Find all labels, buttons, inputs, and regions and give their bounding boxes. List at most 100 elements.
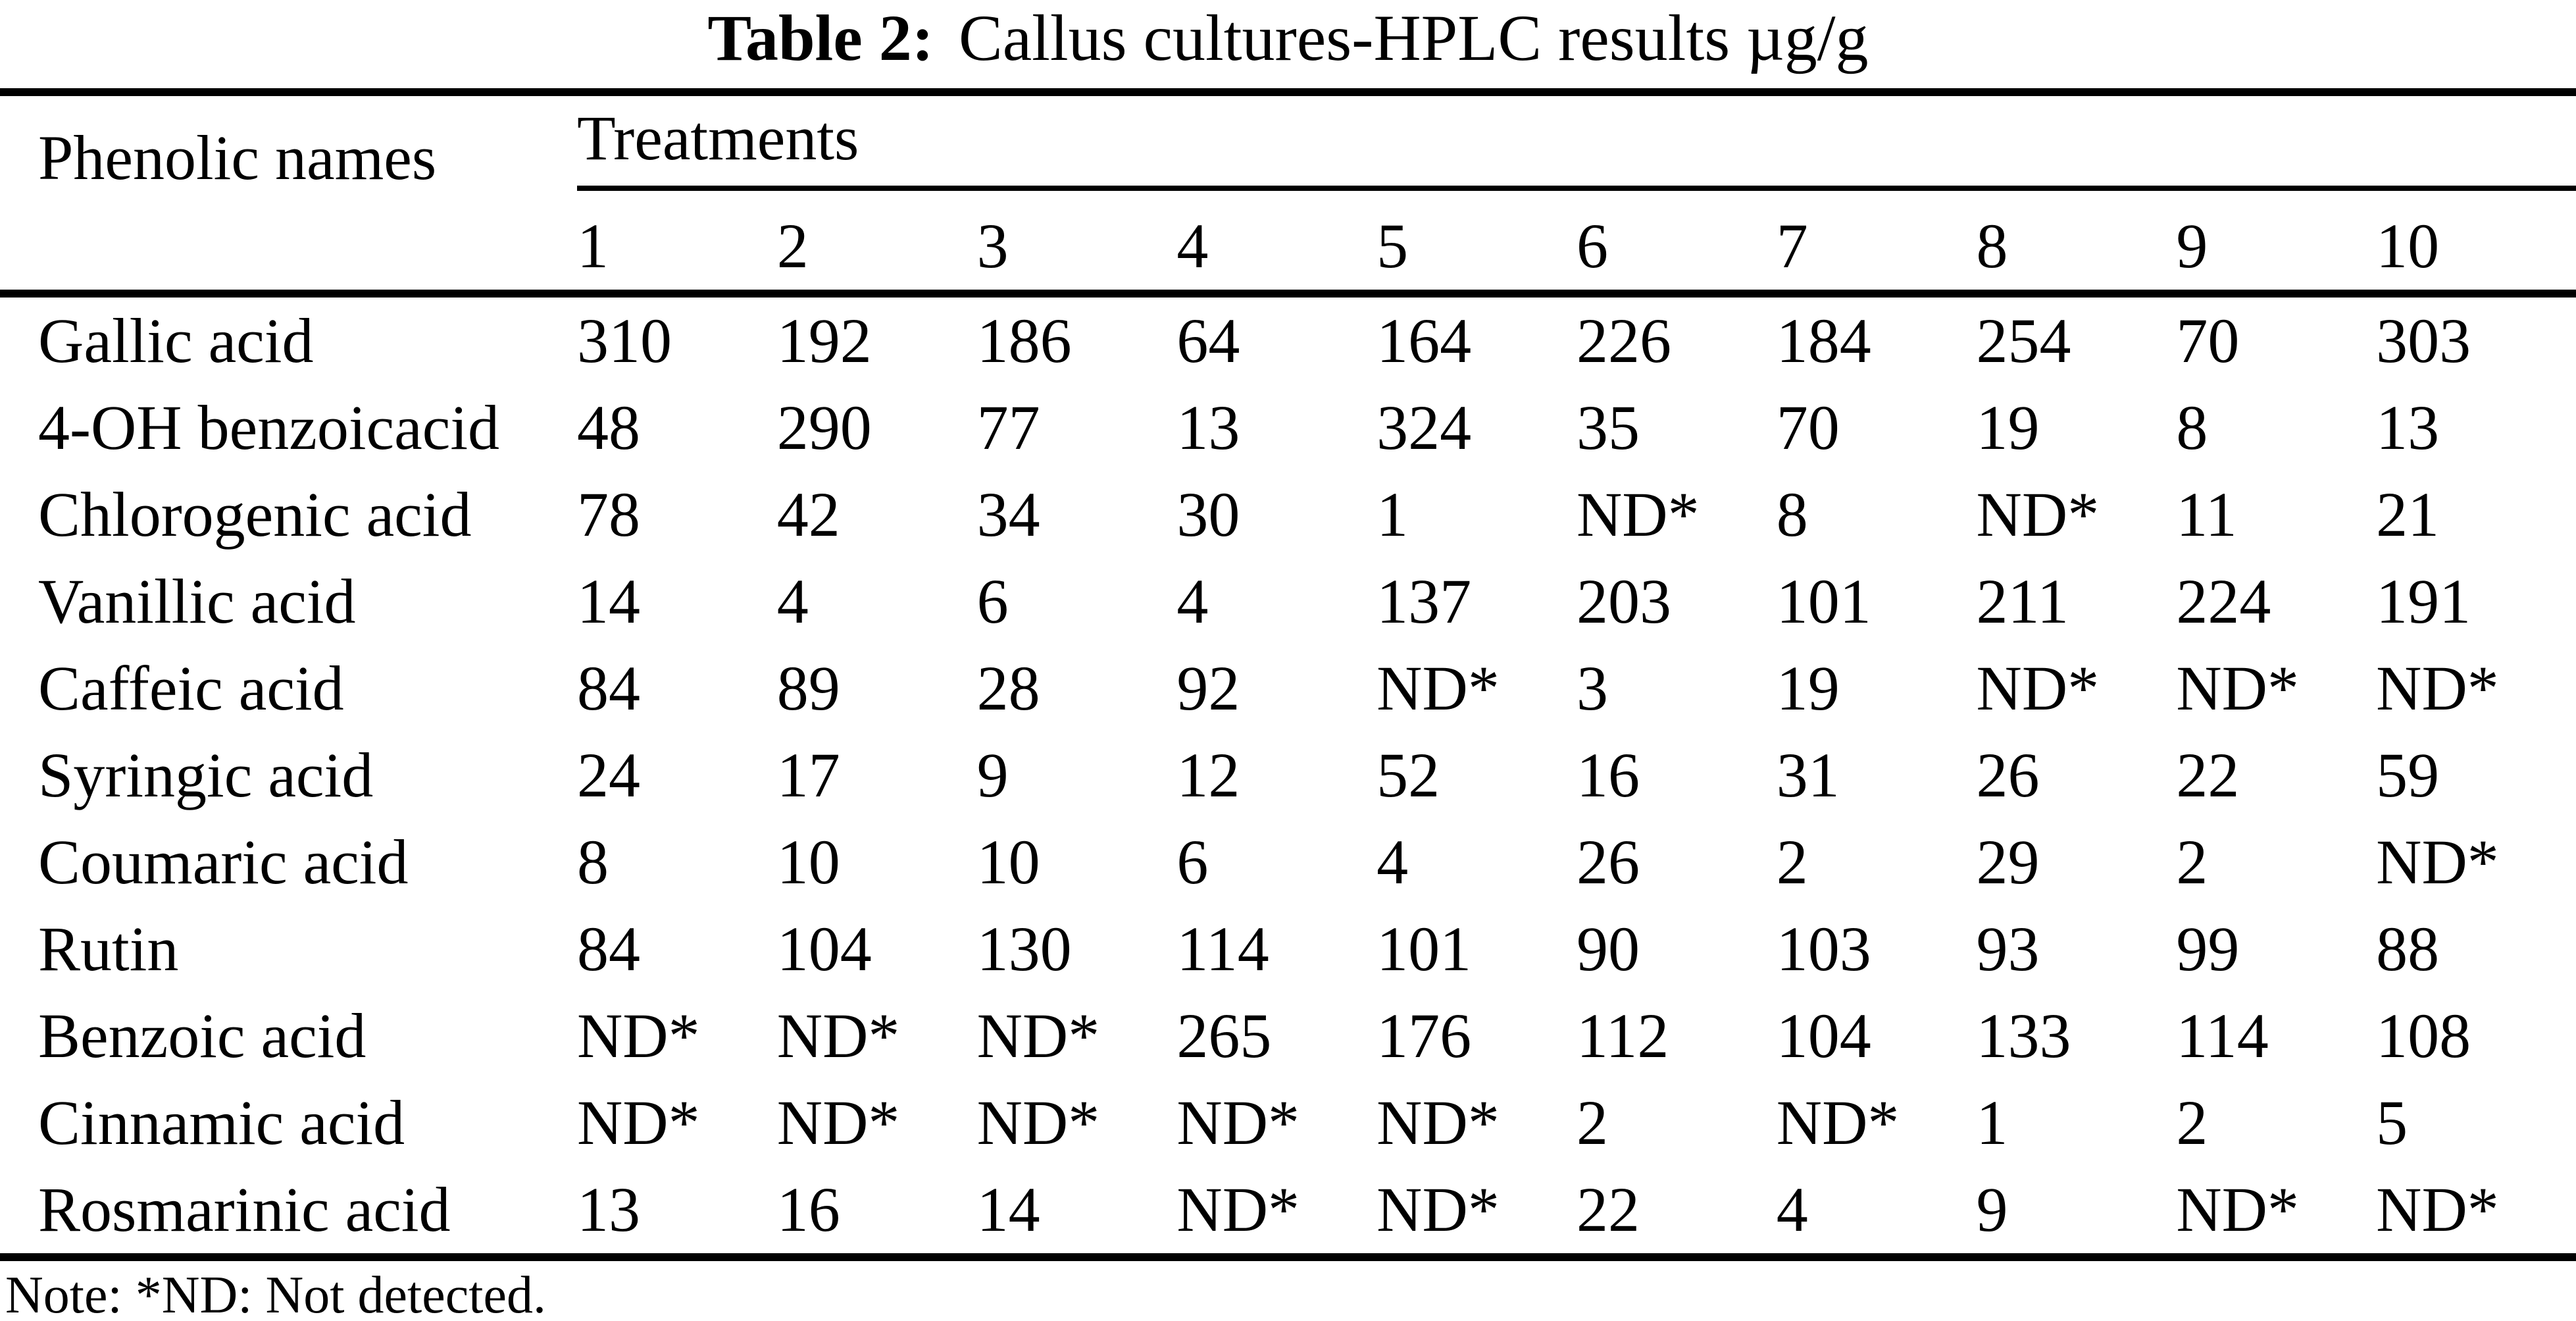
value-cell: 137 — [1376, 566, 1472, 636]
value-cell: 14 — [976, 1174, 1040, 1245]
value-cell: 93 — [1976, 914, 2040, 984]
value-cell: 104 — [1776, 1000, 1871, 1071]
value-cell: ND* — [1576, 479, 1700, 550]
value-cell: ND* — [776, 1000, 900, 1071]
phenolic-name-label: Caffeic acid — [38, 653, 344, 723]
phenolic-names-header: Phenolic names — [0, 92, 577, 298]
value-cell: 13 — [2376, 392, 2440, 463]
value-cell: 112 — [1576, 1000, 1669, 1071]
value-cell: 186 — [976, 305, 1072, 376]
value-cell: 24 — [576, 740, 640, 810]
value-cell: 16 — [1576, 740, 1640, 810]
phenolic-name-label: Gallic acid — [38, 305, 314, 376]
value-cell: ND* — [1976, 479, 2100, 550]
value-cell: 12 — [1176, 740, 1240, 810]
value-cell: ND* — [2176, 653, 2299, 723]
value-cell: 29 — [1976, 827, 2040, 897]
value-cell: 22 — [1576, 1174, 1640, 1245]
value-cell: 70 — [2176, 305, 2240, 376]
value-cell: 78 — [576, 479, 640, 550]
value-cell: 226 — [1576, 305, 1671, 376]
value-cell: 224 — [2176, 566, 2271, 636]
value-cell: 10 — [776, 827, 840, 897]
table-row: Rosmarinic acid 13 16 14 ND* ND* 22 4 9 ND* ND* — [0, 1166, 2576, 1257]
hplc-results-table: Phenolic names Treatments 1 2 3 4 5 6 7 8 9 10 Ga… — [0, 88, 2576, 1261]
value-cell: 310 — [576, 305, 672, 376]
value-cell: 9 — [976, 740, 1009, 810]
value-cell: 13 — [576, 1174, 640, 1245]
value-cell: 77 — [976, 392, 1040, 463]
value-cell: ND* — [976, 1087, 1100, 1158]
phenolic-name-label: Coumaric acid — [38, 827, 409, 897]
phenolic-name-label: Cinnamic acid — [38, 1087, 405, 1158]
value-cell: ND* — [976, 1000, 1100, 1071]
value-cell: 290 — [776, 392, 872, 463]
value-cell: 84 — [576, 653, 640, 723]
table-caption: Table 2: Callus cultures-HPLC results µg/… — [0, 0, 2576, 75]
value-cell: 184 — [1776, 305, 1871, 376]
value-cell: 4 — [1176, 566, 1209, 636]
value-cell: 19 — [1776, 653, 1840, 723]
header-row-group: Phenolic names Treatments — [0, 92, 2576, 298]
value-cell: 4 — [776, 566, 809, 636]
treatment-column-header: 1 — [576, 188, 777, 298]
value-cell: 133 — [1976, 1000, 2071, 1071]
value-cell: ND* — [776, 1087, 900, 1158]
treatment-column-header: 9 — [2176, 188, 2377, 298]
value-cell: 34 — [976, 479, 1040, 550]
value-cell: 114 — [2176, 1000, 2269, 1071]
phenolic-name-label: Rutin — [38, 914, 179, 984]
value-cell: 64 — [1176, 305, 1240, 376]
treatment-column-header: 7 — [1776, 188, 1977, 298]
treatment-column-header: 3 — [976, 188, 1177, 298]
value-cell: 2 — [1576, 1087, 1608, 1158]
value-cell: 2 — [1776, 827, 1808, 897]
table-body: Gallic acid 310 192 186 64 164 226 184 254 70 303 4… — [0, 294, 2576, 1257]
value-cell: 4 — [1376, 827, 1409, 897]
treatments-header: Treatments — [576, 92, 2576, 191]
treatment-column-header: 4 — [1176, 188, 1377, 298]
value-cell: ND* — [1176, 1174, 1300, 1245]
value-cell: ND* — [576, 1000, 700, 1071]
table-row: Cinnamic acid ND* ND* ND* ND* ND* 2 ND* 1 2 5 — [0, 1079, 2576, 1166]
phenolic-name-label: Vanillic acid — [38, 566, 356, 636]
value-cell: 101 — [1776, 566, 1871, 636]
value-cell: 9 — [1976, 1174, 2008, 1245]
phenolic-name-label: Syringic acid — [38, 740, 374, 810]
table-row: Syringic acid 24 17 9 12 52 16 31 26 22 59 — [0, 732, 2576, 819]
table-caption-label: Table 2: — [707, 1, 934, 74]
table-row: Gallic acid 310 192 186 64 164 226 184 254 70 303 — [0, 294, 2576, 384]
value-cell: ND* — [1376, 1174, 1500, 1245]
value-cell: 90 — [1576, 914, 1640, 984]
value-cell: 8 — [1776, 479, 1808, 550]
value-cell: 8 — [576, 827, 609, 897]
value-cell: ND* — [2376, 827, 2499, 897]
value-cell: 42 — [776, 479, 840, 550]
phenolic-name-label: Rosmarinic acid — [38, 1174, 451, 1245]
value-cell: 88 — [2376, 914, 2440, 984]
value-cell: 104 — [776, 914, 872, 984]
value-cell: 1 — [1376, 479, 1409, 550]
value-cell: 1 — [1976, 1087, 2008, 1158]
value-cell: ND* — [1776, 1087, 1900, 1158]
value-cell: 19 — [1976, 392, 2040, 463]
value-cell: ND* — [2176, 1174, 2299, 1245]
value-cell: 203 — [1576, 566, 1671, 636]
footnote: Note: *ND: Not detected. — [5, 1266, 546, 1321]
value-cell: 324 — [1376, 392, 1472, 463]
value-cell: 84 — [576, 914, 640, 984]
value-cell: 176 — [1376, 1000, 1472, 1071]
value-cell: ND* — [2376, 653, 2499, 723]
table-caption-text: Callus cultures-HPLC results µg/g — [959, 1, 1869, 74]
value-cell: 28 — [976, 653, 1040, 723]
value-cell: 89 — [776, 653, 840, 723]
value-cell: 101 — [1376, 914, 1472, 984]
value-cell: 10 — [976, 827, 1040, 897]
treatment-column-header: 5 — [1376, 188, 1577, 298]
value-cell: 26 — [1576, 827, 1640, 897]
treatment-column-header: 8 — [1976, 188, 2177, 298]
value-cell: 6 — [976, 566, 1009, 636]
value-cell: 2 — [2176, 827, 2208, 897]
value-cell: 17 — [776, 740, 840, 810]
